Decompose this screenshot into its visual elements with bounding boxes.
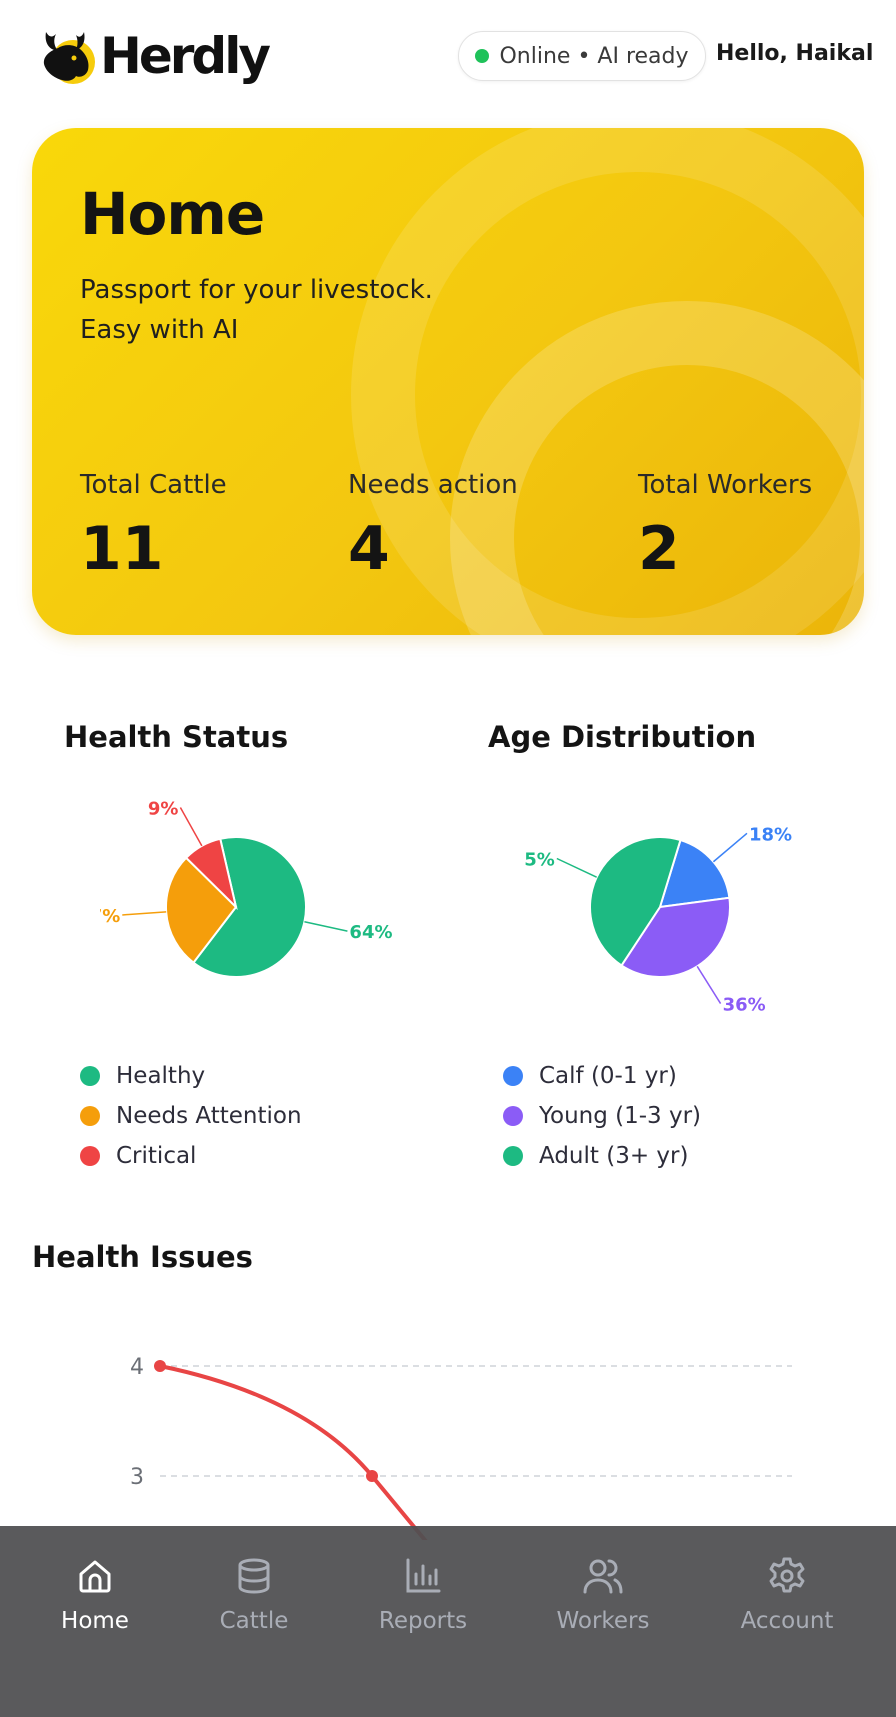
health-status-pie-chart: 64% 27% 9%	[100, 798, 393, 978]
users-icon	[583, 1559, 623, 1594]
health-status-title: Health Status	[64, 720, 289, 754]
nav-label: Workers	[556, 1608, 650, 1634]
nav-label: Home	[61, 1608, 129, 1634]
pie-slice-needs-attention[interactable]	[165, 856, 238, 965]
brand-logo[interactable]: Herdly	[40, 24, 271, 88]
stat-needs-action[interactable]: Needs action 4	[348, 470, 518, 584]
legend-label: Critical	[116, 1143, 197, 1169]
legend-dot	[503, 1106, 523, 1126]
legend-label: Young (1-3 yr)	[539, 1103, 702, 1129]
nav-item-workers[interactable]: Workers	[533, 1556, 673, 1634]
nav-item-account[interactable]: Account	[717, 1556, 857, 1634]
subtitle-line-2: Easy with AI	[80, 315, 239, 345]
pie-data-label: 9%	[148, 798, 179, 819]
stat-label: Needs action	[348, 470, 518, 500]
stat-value: 11	[80, 514, 164, 584]
home-icon	[79, 1560, 111, 1593]
pie-data-label: 36%	[723, 995, 766, 1016]
health-issues-title: Health Issues	[32, 1240, 253, 1274]
user-greeting: Hello, Haikal	[716, 41, 874, 66]
pie-leader-line	[712, 832, 748, 863]
series-line	[158, 1364, 428, 1540]
nav-label: Account	[740, 1608, 834, 1634]
legend-dot	[503, 1146, 523, 1166]
pie-leader-line	[179, 807, 203, 847]
pie-slice-adult[interactable]	[589, 836, 682, 967]
bar-chart-icon	[406, 1558, 441, 1593]
nav-item-cattle[interactable]: Cattle	[184, 1556, 324, 1634]
bull-logo-icon	[43, 32, 95, 84]
pie-leader-line	[122, 911, 167, 916]
legend-item-adult: Adult (3+ yr)	[503, 1136, 701, 1176]
hero-card: Home Passport for your livestock. Easy w…	[32, 128, 864, 635]
pie-leader-line	[556, 857, 597, 878]
legend-dot	[80, 1146, 100, 1166]
stat-label: Total Workers	[638, 470, 813, 500]
legend-item-needs-attention: Needs Attention	[80, 1096, 302, 1136]
gear-icon	[769, 1557, 805, 1593]
app-header: Herdly Online • AI ready Hello, Haikal	[0, 0, 896, 115]
health-issues-line-chart: 43	[130, 1355, 792, 1540]
page-subtitle: Passport for your livestock. Easy with A…	[80, 270, 433, 350]
pie-slice-young[interactable]	[620, 896, 731, 978]
legend-label: Needs Attention	[116, 1103, 302, 1129]
data-point[interactable]	[154, 1360, 166, 1372]
pie-data-label: 64%	[349, 922, 392, 943]
legend-item-healthy: Healthy	[80, 1056, 302, 1096]
y-tick-label: 3	[130, 1465, 144, 1490]
nav-label: Cattle	[219, 1608, 289, 1634]
legend-label: Calf (0-1 yr)	[539, 1063, 677, 1089]
age-distribution-title: Age Distribution	[488, 720, 757, 754]
pie-data-label: 27%	[100, 906, 120, 927]
legend-item-calf: Calf (0-1 yr)	[503, 1056, 701, 1096]
subtitle-line-1: Passport for your livestock.	[80, 275, 433, 305]
status-badge: Online • AI ready	[458, 31, 706, 81]
stat-total-cattle[interactable]: Total Cattle 11	[80, 470, 227, 584]
brand-name: Herdly	[100, 27, 271, 85]
legend-label: Healthy	[116, 1063, 206, 1089]
bottom-navigation: Home Cattle Reports Workers Account	[0, 1526, 896, 1717]
age-distribution-pie-chart: 18% 36% 45%	[524, 824, 792, 1016]
legend-item-critical: Critical	[80, 1136, 302, 1176]
decorative-rings	[351, 128, 864, 635]
pie-slice-healthy[interactable]	[192, 836, 307, 978]
online-indicator-icon	[475, 49, 490, 63]
database-icon	[238, 1558, 270, 1594]
page-title: Home	[80, 180, 265, 248]
y-tick-label: 4	[130, 1355, 144, 1380]
pie-data-label: 45%	[524, 849, 555, 870]
stat-label: Total Cattle	[80, 470, 227, 500]
pie-data-label: 18%	[749, 824, 792, 845]
nav-label: Reports	[378, 1608, 468, 1634]
status-text: Online • AI ready	[499, 43, 689, 69]
age-distribution-legend: Calf (0-1 yr) Young (1-3 yr) Adult (3+ y…	[503, 1056, 701, 1176]
pie-leader-line	[696, 965, 722, 1004]
stat-value: 4	[348, 514, 390, 584]
legend-dot	[80, 1106, 100, 1126]
stat-total-workers[interactable]: Total Workers 2	[638, 470, 812, 584]
nav-item-home[interactable]: Home	[25, 1556, 165, 1634]
nav-item-reports[interactable]: Reports	[353, 1556, 493, 1634]
legend-item-young: Young (1-3 yr)	[503, 1096, 701, 1136]
legend-label: Adult (3+ yr)	[539, 1143, 689, 1169]
pie-leader-line	[304, 921, 348, 932]
health-status-legend: Healthy Needs Attention Critical	[80, 1056, 302, 1176]
legend-dot	[80, 1066, 100, 1086]
legend-dot	[503, 1066, 523, 1086]
stat-value: 2	[638, 514, 680, 584]
data-point[interactable]	[366, 1470, 378, 1482]
